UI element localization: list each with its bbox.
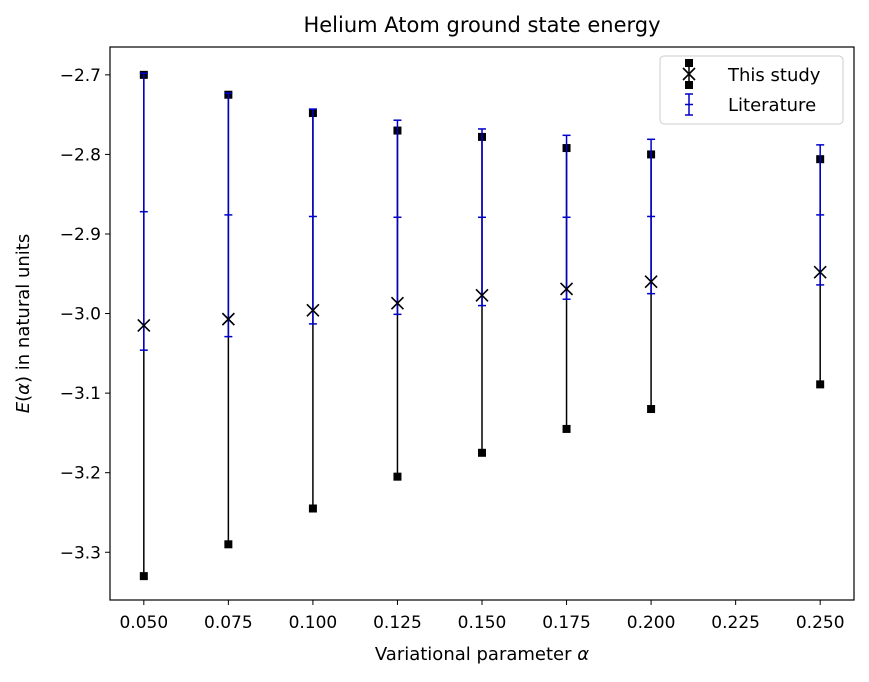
this-study-cap-bottom <box>139 572 148 581</box>
y-axis: −2.7 −2.8 −2.9 −3.0 −3.1 −3.2 −3.3 <box>60 66 110 563</box>
legend-this-study-cap-top <box>685 59 693 67</box>
this-study-cap-bottom <box>308 504 317 513</box>
x-tick-label: 0.225 <box>711 613 760 633</box>
y-tick-label: −2.7 <box>60 66 101 86</box>
y-axis-label: E(α) in natural units <box>13 234 34 413</box>
chart-title: Helium Atom ground state energy <box>303 13 660 37</box>
this-study-cap-bottom <box>224 540 233 549</box>
this-study-cap-bottom <box>393 472 402 481</box>
x-tick-label: 0.150 <box>458 613 507 633</box>
this-study-point <box>137 318 151 333</box>
x-axis-label-symbol: α <box>577 644 589 665</box>
legend-entry-literature: Literature <box>685 93 816 116</box>
this-study-cap-bottom <box>647 405 656 414</box>
x-tick-label: 0.075 <box>204 613 253 633</box>
y-tick-label: −3.3 <box>60 543 101 563</box>
y-tick-label: −2.8 <box>60 145 101 165</box>
y-axis-label-alpha: α <box>13 383 34 395</box>
this-study-cap-bottom <box>816 380 825 389</box>
plot-marks <box>137 70 827 581</box>
x-tick-label: 0.175 <box>542 613 591 633</box>
x-tick-label: 0.125 <box>373 613 422 633</box>
x-axis-label: Variational parameter α <box>375 644 589 665</box>
this-study-cap-bottom <box>478 448 486 457</box>
y-tick-label: −3.1 <box>60 384 101 404</box>
legend-entry-this-study: This study <box>682 59 821 89</box>
x-axis: 0.050 0.075 0.100 0.125 0.150 0.175 0.200 0.225… <box>119 600 845 633</box>
legend: This study Literature <box>659 55 844 125</box>
legend-this-study-x-marker <box>682 67 696 81</box>
this-study-point <box>306 303 320 317</box>
x-tick-label: 0.250 <box>796 613 845 633</box>
this-study-point <box>390 296 405 310</box>
legend-this-study-label: This study <box>727 65 821 86</box>
x-tick-label: 0.200 <box>627 613 676 633</box>
y-axis-label-e: E <box>13 401 34 413</box>
legend-literature-label: Literature <box>728 95 816 116</box>
this-study-point <box>644 275 658 289</box>
y-tick-label: −2.9 <box>60 225 101 245</box>
legend-box <box>659 55 844 125</box>
x-axis-label-text: Variational parameter <box>375 644 577 665</box>
this-study-point <box>559 282 574 296</box>
legend-this-study-cap-bottom <box>685 81 693 89</box>
x-tick-label: 0.100 <box>289 613 338 633</box>
y-tick-label: −3.0 <box>60 305 101 325</box>
this-study-point <box>813 265 827 279</box>
this-study-point <box>221 312 235 326</box>
y-axis-label-text: in natural units <box>13 234 34 376</box>
this-study-cap-bottom <box>562 424 571 433</box>
y-axis-label-close-paren: ) <box>13 376 34 383</box>
this-study-point <box>475 288 489 302</box>
y-axis-label-open-paren: ( <box>13 395 34 402</box>
x-tick-label: 0.050 <box>119 613 168 633</box>
y-tick-label: −3.2 <box>60 464 101 484</box>
